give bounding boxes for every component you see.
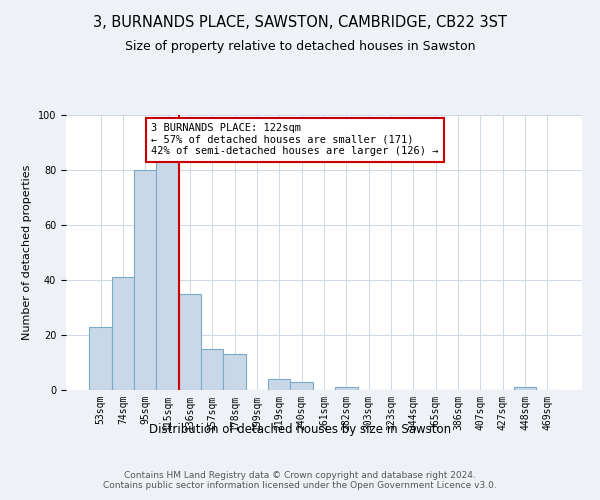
- Bar: [112, 277, 134, 390]
- Y-axis label: Number of detached properties: Number of detached properties: [22, 165, 32, 340]
- Bar: [268, 379, 290, 390]
- Text: Distribution of detached houses by size in Sawston: Distribution of detached houses by size …: [149, 422, 451, 436]
- Bar: [157, 159, 179, 390]
- Text: 3, BURNANDS PLACE, SAWSTON, CAMBRIDGE, CB22 3ST: 3, BURNANDS PLACE, SAWSTON, CAMBRIDGE, C…: [93, 15, 507, 30]
- Bar: [514, 387, 536, 390]
- Text: 3 BURNANDS PLACE: 122sqm
← 57% of detached houses are smaller (171)
42% of semi-: 3 BURNANDS PLACE: 122sqm ← 57% of detach…: [151, 123, 439, 156]
- Bar: [223, 354, 246, 390]
- Bar: [179, 294, 201, 390]
- Bar: [290, 382, 313, 390]
- Bar: [134, 170, 157, 390]
- Bar: [335, 387, 358, 390]
- Text: Contains HM Land Registry data © Crown copyright and database right 2024.
Contai: Contains HM Land Registry data © Crown c…: [103, 470, 497, 490]
- Bar: [201, 349, 223, 390]
- Text: Size of property relative to detached houses in Sawston: Size of property relative to detached ho…: [125, 40, 475, 53]
- Bar: [89, 327, 112, 390]
